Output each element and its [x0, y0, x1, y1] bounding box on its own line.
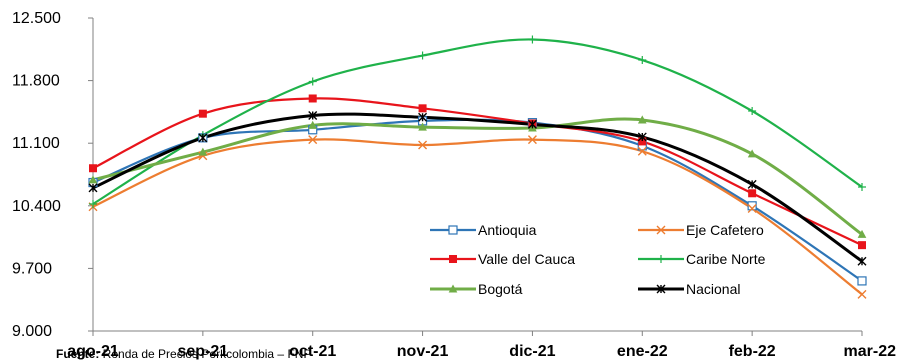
data-point-nacional [857, 256, 867, 266]
data-point-eje-cafetero [857, 289, 867, 299]
source-label: Fuente: [56, 347, 100, 361]
series-line-eje-cafetero [92, 138, 863, 296]
data-point-eje-cafetero [747, 203, 757, 213]
data-point-bogota [308, 120, 318, 129]
data-point-caribe-norte [308, 77, 317, 86]
data-point-valle-del-cauca [89, 164, 97, 173]
legend-marker [656, 225, 666, 235]
legend-marker [448, 225, 458, 235]
x-tick-label: ene-22 [617, 343, 668, 360]
data-point-valle-del-cauca [308, 94, 317, 103]
data-point-eje-cafetero [418, 140, 428, 150]
source-text: Ronda de Precios Porkcolombia – FNP [99, 347, 312, 361]
data-point-bogota [198, 147, 208, 156]
x-tick-label: feb-22 [729, 343, 776, 360]
data-point-valle-del-cauca [858, 241, 866, 250]
legend-label: Bogotá [478, 281, 523, 297]
series-markers [88, 35, 867, 299]
data-point-nacional [88, 183, 98, 193]
source-note: Fuente: Ronda de Precios Porkcolombia – … [56, 347, 311, 361]
data-point-nacional [418, 112, 428, 122]
data-point-bogota [637, 115, 647, 124]
data-point-bogota [418, 122, 427, 131]
y-tick-label: 10.400 [12, 198, 61, 215]
series-line-bogota [92, 117, 863, 236]
data-point-caribe-norte [528, 35, 537, 44]
y-tick-label: 11.100 [12, 135, 60, 152]
data-point-bogota [857, 229, 867, 238]
x-tick-label: nov-21 [397, 343, 449, 360]
data-point-caribe-norte [638, 56, 647, 65]
series-line-nacional [92, 112, 863, 263]
data-point-antioquia [857, 276, 867, 286]
data-point-caribe-norte [418, 51, 427, 60]
data-point-bogota [747, 149, 757, 158]
x-axis-ticks: ago-21 sep-21 oct-21 nov-21 dic-21 ene-22 feb-… [67, 331, 896, 360]
y-tick-label: 12.500 [12, 10, 61, 27]
legend-label: Caribe Norte [686, 251, 766, 267]
data-point-valle-del-cauca [418, 104, 427, 113]
legend-marker [448, 284, 458, 293]
data-point-nacional [198, 133, 208, 143]
series-line-valle-del-cauca [92, 97, 863, 247]
x-tick-label: ago-21 [67, 343, 119, 360]
x-tick-label: oct-21 [289, 343, 336, 360]
data-point-eje-cafetero [637, 146, 647, 156]
legend: Antioquia Eje Cafetero Valle del Cauca Cari… [430, 222, 766, 297]
legend-item-bogota: Bogotá [430, 281, 523, 297]
legend-marker [656, 284, 666, 294]
legend-label: Antioquia [478, 222, 537, 238]
legend-marker [657, 255, 665, 263]
legend-item-caribe-norte: Caribe Norte [638, 251, 766, 267]
legend-item-antioquia: Antioquia [430, 222, 537, 238]
series-lines [92, 38, 863, 296]
legend-item-valle-del-cauca: Valle del Cauca [430, 251, 575, 267]
data-point-antioquia [747, 201, 757, 211]
data-point-valle-del-cauca [198, 109, 207, 118]
series-line-caribe-norte [92, 38, 863, 205]
data-point-caribe-norte [858, 183, 866, 192]
y-tick-label: 9.700 [12, 260, 52, 277]
data-point-nacional [747, 179, 757, 189]
data-point-nacional [308, 110, 318, 120]
legend-marker [449, 255, 457, 263]
x-tick-label: dic-21 [509, 343, 555, 360]
data-point-valle-del-cauca [748, 189, 757, 198]
data-point-eje-cafetero [308, 135, 318, 145]
data-point-caribe-norte [89, 200, 97, 209]
y-tick-label: 9.000 [12, 323, 52, 340]
data-point-nacional [527, 119, 537, 129]
data-point-bogota [88, 175, 98, 184]
x-tick-label: sep-21 [178, 343, 229, 360]
legend-label: Valle del Cauca [478, 251, 575, 267]
data-point-caribe-norte [748, 107, 757, 116]
x-tick-label: mar-22 [844, 343, 897, 360]
legend-label: Nacional [686, 281, 740, 297]
legend-item-eje-cafetero: Eje Cafetero [638, 222, 764, 238]
legend-label: Eje Cafetero [686, 222, 764, 238]
y-axis-ticks: 9.000 9.700 10.400 11.100 11.800 12.500 [12, 10, 93, 340]
y-tick-label: 11.800 [12, 73, 60, 90]
legend-item-nacional: Nacional [638, 281, 740, 297]
data-point-eje-cafetero [527, 135, 537, 145]
data-point-nacional [637, 132, 647, 142]
